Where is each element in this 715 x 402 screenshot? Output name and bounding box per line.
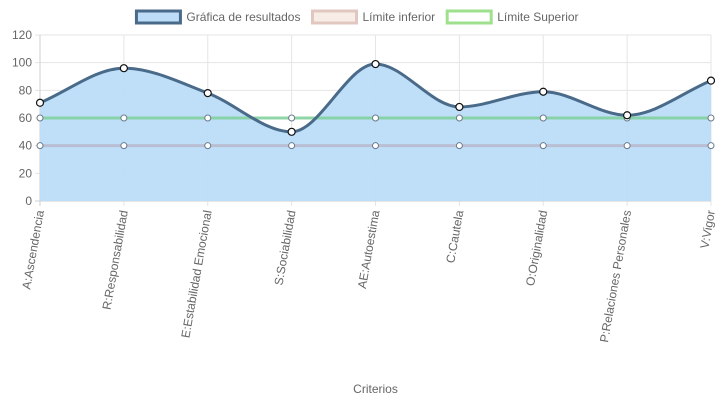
data-point-series-0-0[interactable] (35, 98, 45, 107)
data-point-series-0-3[interactable] (287, 127, 296, 136)
data-point-series-0-7[interactable] (623, 111, 632, 120)
x-axis-ticks: A:Ascendencia R:Responsabilidad E:Estabili… (19, 209, 715, 344)
y-tick-label: 20 (19, 166, 33, 180)
data-point-series-1-2[interactable] (204, 142, 212, 150)
x-axis-title: Criterios (353, 382, 398, 396)
data-point-series-0-6[interactable] (539, 87, 548, 96)
legend-label-1[interactable]: Límite inferior (362, 10, 435, 24)
x-tick-label: O:Originalidad (523, 209, 550, 287)
data-point-series-1-3[interactable] (288, 142, 296, 150)
data-point-series-2-8[interactable] (707, 114, 715, 122)
data-point-series-2-4[interactable] (372, 114, 379, 122)
x-tick-label: C:Cautela (443, 209, 466, 264)
data-point-series-1-7[interactable] (623, 142, 631, 150)
y-tick-label: 80 (19, 83, 33, 97)
data-point-series-0-1[interactable] (119, 64, 128, 73)
data-point-series-2-1[interactable] (120, 114, 128, 122)
legend-label-2[interactable]: Límite Superior (497, 10, 578, 24)
y-tick-label: 0 (25, 194, 32, 208)
x-tick-label: V:Vigor (697, 209, 715, 250)
data-point-series-1-4[interactable] (372, 142, 379, 150)
y-tick-label: 40 (19, 139, 33, 153)
data-point-series-0-8[interactable] (706, 76, 715, 85)
data-point-series-1-6[interactable] (539, 142, 547, 150)
legend: Gráfica de resultados Límite inferior Lími… (134, 9, 579, 25)
data-point-series-2-3[interactable] (288, 114, 296, 122)
data-point-series-1-5[interactable] (455, 142, 463, 150)
x-tick-label: R:Responsabilidad (100, 209, 131, 311)
data-point-series-2-6[interactable] (539, 114, 547, 122)
y-tick-label: 60 (19, 111, 33, 125)
data-point-series-0-5[interactable] (455, 102, 464, 112)
data-point-series-0-4[interactable] (371, 59, 380, 69)
y-tick-label: 120 (12, 28, 32, 42)
data-point-series-2-5[interactable] (455, 114, 463, 122)
data-point-series-2-2[interactable] (204, 114, 212, 122)
y-axis-ticks: 0 20 40 60 80 100 120 (12, 28, 32, 208)
data-point-series-0-2[interactable] (203, 88, 212, 98)
x-tick-label: A:Ascendencia (19, 209, 47, 291)
legend-swatch-1[interactable] (310, 9, 358, 25)
data-point-series-1-0[interactable] (36, 142, 44, 150)
x-tick-label: E:Estabilidad Emocional (178, 209, 214, 339)
x-tick-label: S:Sociabilidad (272, 209, 299, 286)
data-point-series-1-8[interactable] (707, 142, 715, 150)
results-area-fill (40, 64, 711, 201)
data-point-series-1-1[interactable] (120, 142, 128, 150)
legend-swatch-2[interactable] (445, 9, 493, 25)
x-tick-label: P:Relaciones Personales (597, 209, 634, 343)
data-point-series-2-0[interactable] (36, 114, 44, 122)
legend-swatch-0[interactable] (134, 9, 182, 25)
data-points (35, 59, 715, 150)
legend-label-0[interactable]: Gráfica de resultados (186, 10, 300, 24)
results-area (40, 64, 711, 201)
x-tick-label: AE:Autoestima (355, 209, 383, 290)
y-tick-label: 100 (12, 56, 32, 70)
